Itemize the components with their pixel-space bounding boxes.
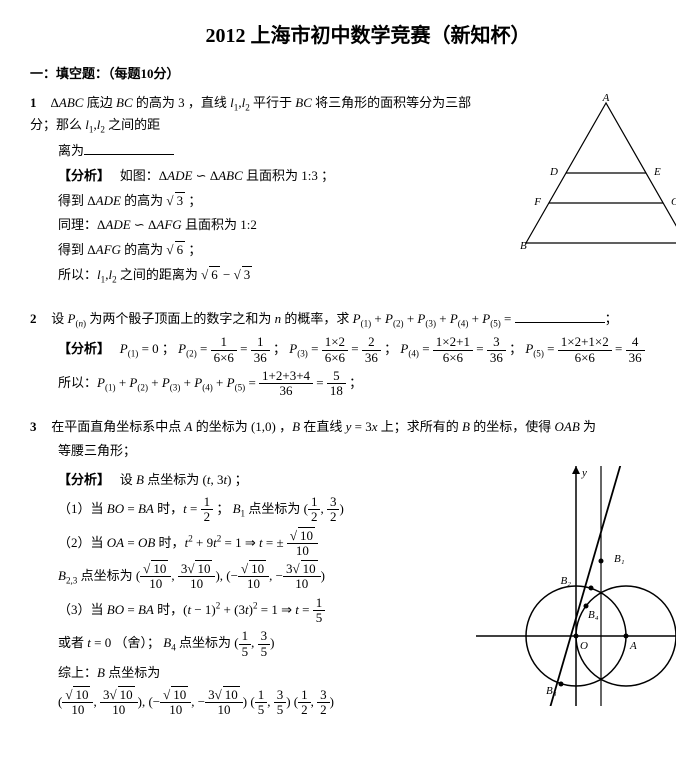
answer-blank	[84, 141, 174, 155]
section-heading: 一：填空题：（每题10分）	[30, 64, 676, 85]
svg-text:B₃: B₃	[546, 685, 557, 697]
svg-text:A: A	[629, 640, 637, 652]
case-2: （2）当 OA = OB 时，t2 + 9t2 = 1 ⇒ t = ± √101…	[58, 529, 466, 559]
svg-text:D: D	[549, 166, 558, 178]
case-2-result: B2,3 点坐标为 (√1010, 3√1010), (−√1010, −3√1…	[58, 562, 466, 592]
svg-text:B₄: B₄	[588, 609, 599, 621]
problem-text-cont: 等腰三角形；	[58, 441, 676, 462]
svg-text:B₁: B₁	[614, 553, 625, 565]
case-3-or: 或者 t = 0 （舍）； B4 点坐标为 (15, 35)	[58, 629, 466, 659]
problem-text: ΔABC 底边 BC 的高为 3 ，直线 l1,l2 平行于 BC 将三角形的面…	[30, 95, 471, 132]
svg-text:B: B	[520, 240, 527, 252]
summary: 综上：B 点坐标为	[58, 663, 466, 684]
problem-number: 2	[30, 309, 48, 330]
problem-number: 1	[30, 93, 48, 114]
svg-text:G: G	[671, 196, 676, 208]
svg-text:A: A	[602, 93, 610, 104]
analysis: 【分析】 P(1) = 0 ； P(2) = 16×6 = 136 ； P(3)…	[58, 335, 676, 365]
step: 所以：l1,l2 之间的距离为 √6 − √3	[58, 265, 496, 287]
step: 同理：ΔADE ∽ ΔAFG 且面积为 1:2	[58, 215, 496, 236]
analysis: 【分析】 设 B 点坐标为 (t, 3t) ；	[58, 470, 466, 491]
svg-text:O: O	[580, 640, 588, 652]
problem-text: 在平面直角坐标系中点 A 的坐标为 (1,0) ，B 在直线 y = 3x 上；…	[51, 419, 596, 434]
svg-text:y: y	[581, 467, 587, 479]
analysis: 【分析】 如图：ΔADE ∽ ΔABC 且面积为 1:3 ；	[58, 166, 496, 187]
figure-coordinate: O A x y B₁ B₂ B₃ B₄	[476, 466, 676, 713]
problem-1: 1 ΔABC 底边 BC 的高为 3 ，直线 l1,l2 平行于 BC 将三角形…	[30, 93, 676, 291]
page-title: 2012 上海市初中数学竞赛（新知杯）	[30, 20, 676, 52]
step: 得到 ΔADE 的高为 √3 ；	[58, 191, 496, 212]
step: 得到 ΔAFG 的高为 √6 ；	[58, 240, 496, 261]
problem-2: 2 设 P(n) 为两个骰子顶面上的数字之和为 n 的概率，求 P(1) + P…	[30, 309, 676, 398]
answer-blank	[515, 309, 605, 323]
figure-triangle: A B C D E F G	[506, 93, 676, 270]
problem-number: 3	[30, 417, 48, 438]
case-3: （3）当 BO = BA 时，(t − 1)2 + (3t)2 = 1 ⇒ t …	[58, 596, 466, 626]
svg-text:E: E	[653, 166, 661, 178]
svg-text:B₂: B₂	[560, 575, 571, 587]
problem-3: 3 在平面直角坐标系中点 A 的坐标为 (1,0) ，B 在直线 y = 3x …	[30, 417, 676, 722]
case-1: （1）当 BO = BA 时，t = 12 ； B1 点坐标为 (12, 32)	[58, 495, 466, 525]
svg-text:F: F	[533, 196, 541, 208]
summary-coords: (√1010, 3√1010), (−√1010, −3√1010) (15, …	[58, 688, 466, 718]
problem-text: 设 P(n) 为两个骰子顶面上的数字之和为 n 的概率，求 P(1) + P(2…	[51, 311, 617, 326]
step: 所以：P(1) + P(2) + P(3) + P(4) + P(5) = 1+…	[58, 369, 676, 399]
problem-text-cont: 离为	[58, 141, 496, 162]
